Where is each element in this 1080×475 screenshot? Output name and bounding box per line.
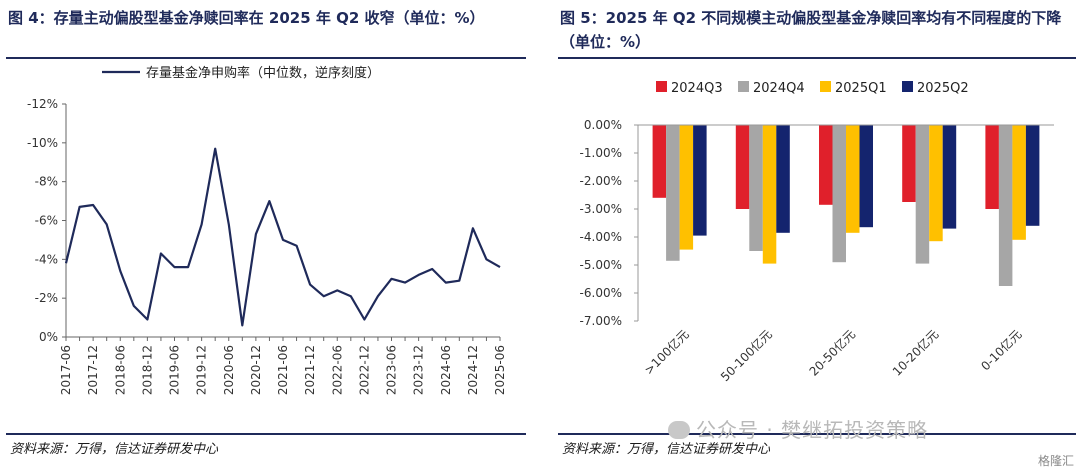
legend-label: 2024Q3 [671,81,723,96]
x-tick-label: 2024-12 [466,345,480,395]
legend-swatch-2025Q1 [820,81,831,92]
y-tick-label: 0.00% [584,118,622,132]
right-chart-panel: 图 5：2025 年 Q2 不同规模主动偏股型基金净赎回率均有不同程度的下降（单… [552,0,1080,475]
x-tick-label: 2020-12 [249,345,263,395]
x-tick-label: 2019-12 [195,345,209,395]
left-chart-panel: 图 4：存量主动偏股型基金净赎回率在 2025 年 Q2 收窄（单位：%） -1… [0,0,530,475]
right-source-note: 资料来源：万得，信达证券研发中心 [562,442,771,457]
y-tick-label: -3.00% [580,202,622,216]
bar-2024Q4 [998,125,1013,286]
x-tick-label: 2020-06 [222,345,236,395]
right-source-rule [558,433,1076,435]
y-tick-label: -12% [27,97,58,111]
y-tick-label: -8% [35,175,58,189]
left-source-rule [6,433,526,435]
y-tick-label: -2% [35,291,58,305]
logo: 格隆汇 [1037,454,1074,468]
series-line [64,147,501,327]
legend-swatch-2025Q2 [902,81,913,92]
left-chart-title: 图 4：存量主动偏股型基金净赎回率在 2025 年 Q2 收窄（单位：%） [8,9,485,27]
legend-label: 2024Q4 [753,81,805,96]
right-chart-title: 图 5：2025 年 Q2 不同规模主动偏股型基金净赎回率均有不同程度的下降（单… [560,9,1062,51]
x-tick-label: 2023-06 [385,345,399,395]
x-tick-label: 2025-06 [493,345,507,395]
x-tick-label: 2017-12 [86,345,100,395]
wechat-icon [668,421,690,439]
x-tick-label: 2019-06 [168,345,182,395]
line-chart: -12% -10% -8% -6% -4% -2% 0%2017-06 2017-12 2018… [27,65,507,395]
bar-chart: 0.00% -1.00% -2.00% -3.00% -4.00% -5.00% -6.00… [580,81,1054,385]
bar-2025Q2 [1025,125,1040,226]
bar-2024Q4 [749,125,763,251]
legend-swatch-2024Q4 [738,81,749,92]
bar-2025Q1 [846,125,860,233]
legend-label: 2025Q2 [917,81,969,96]
y-tick-label: -10% [27,136,58,150]
y-tick-label: -4.00% [580,230,622,244]
x-tick-label: 2022-06 [330,345,344,395]
bar-2024Q4 [915,125,930,264]
x-category-label: >100亿元 [641,327,692,378]
bar-2024Q3 [652,125,667,198]
x-tick-label: 2017-06 [59,345,73,395]
y-tick-label: -4% [35,252,58,266]
bar-2025Q2 [859,125,873,228]
left-source-note: 资料来源：万得，信达证券研发中心 [10,442,219,457]
watermark-text: 公众号 · 樊继拓投资策略 [696,418,929,442]
bar-2025Q1 [929,125,943,242]
legend-label: 存量基金净申购率（中位数，逆序刻度） [146,65,380,81]
y-tick-label: -5.00% [580,258,622,272]
left-title-rule [6,57,526,59]
x-tick-label: 2021-12 [303,345,317,395]
y-tick-label: -7.00% [580,314,622,328]
bar-2024Q3 [735,125,750,209]
bar-2025Q1 [762,125,777,264]
x-tick-label: 2018-06 [113,345,127,395]
y-tick-label: -1.00% [580,146,622,160]
right-title-rule [558,57,1076,59]
bar-2024Q3 [902,125,916,202]
bar-2025Q2 [942,125,957,229]
y-tick-label: -6% [35,214,58,228]
x-category-label: 20-50亿元 [806,327,858,379]
y-tick-label: -6.00% [580,286,622,300]
y-tick-label: -2.00% [580,174,622,188]
bar-2024Q3 [819,125,833,205]
bar-2025Q2 [776,125,790,233]
legend-swatch-2024Q3 [656,81,667,92]
bar-2025Q2 [693,125,707,236]
x-tick-label: 2024-06 [439,345,453,395]
legend-label: 2025Q1 [835,81,887,96]
bar-2025Q1 [679,125,694,250]
x-tick-label: 2021-06 [276,345,290,395]
x-tick-label: 2022-12 [357,345,371,395]
x-tick-label: 2023-12 [412,345,426,395]
x-category-label: 10-20亿元 [889,327,941,379]
bar-2024Q4 [666,125,680,261]
watermark: 公众号 · 樊继拓投资策略 [668,414,928,443]
y-tick-label: 0% [39,330,58,344]
bar-2024Q3 [985,125,999,209]
x-tick-label: 2018-12 [140,345,154,395]
x-category-label: 50-100亿元 [717,327,775,385]
bar-2025Q1 [1012,125,1026,240]
bar-2024Q4 [832,125,846,263]
x-category-label: 0-10亿元 [978,327,1025,374]
